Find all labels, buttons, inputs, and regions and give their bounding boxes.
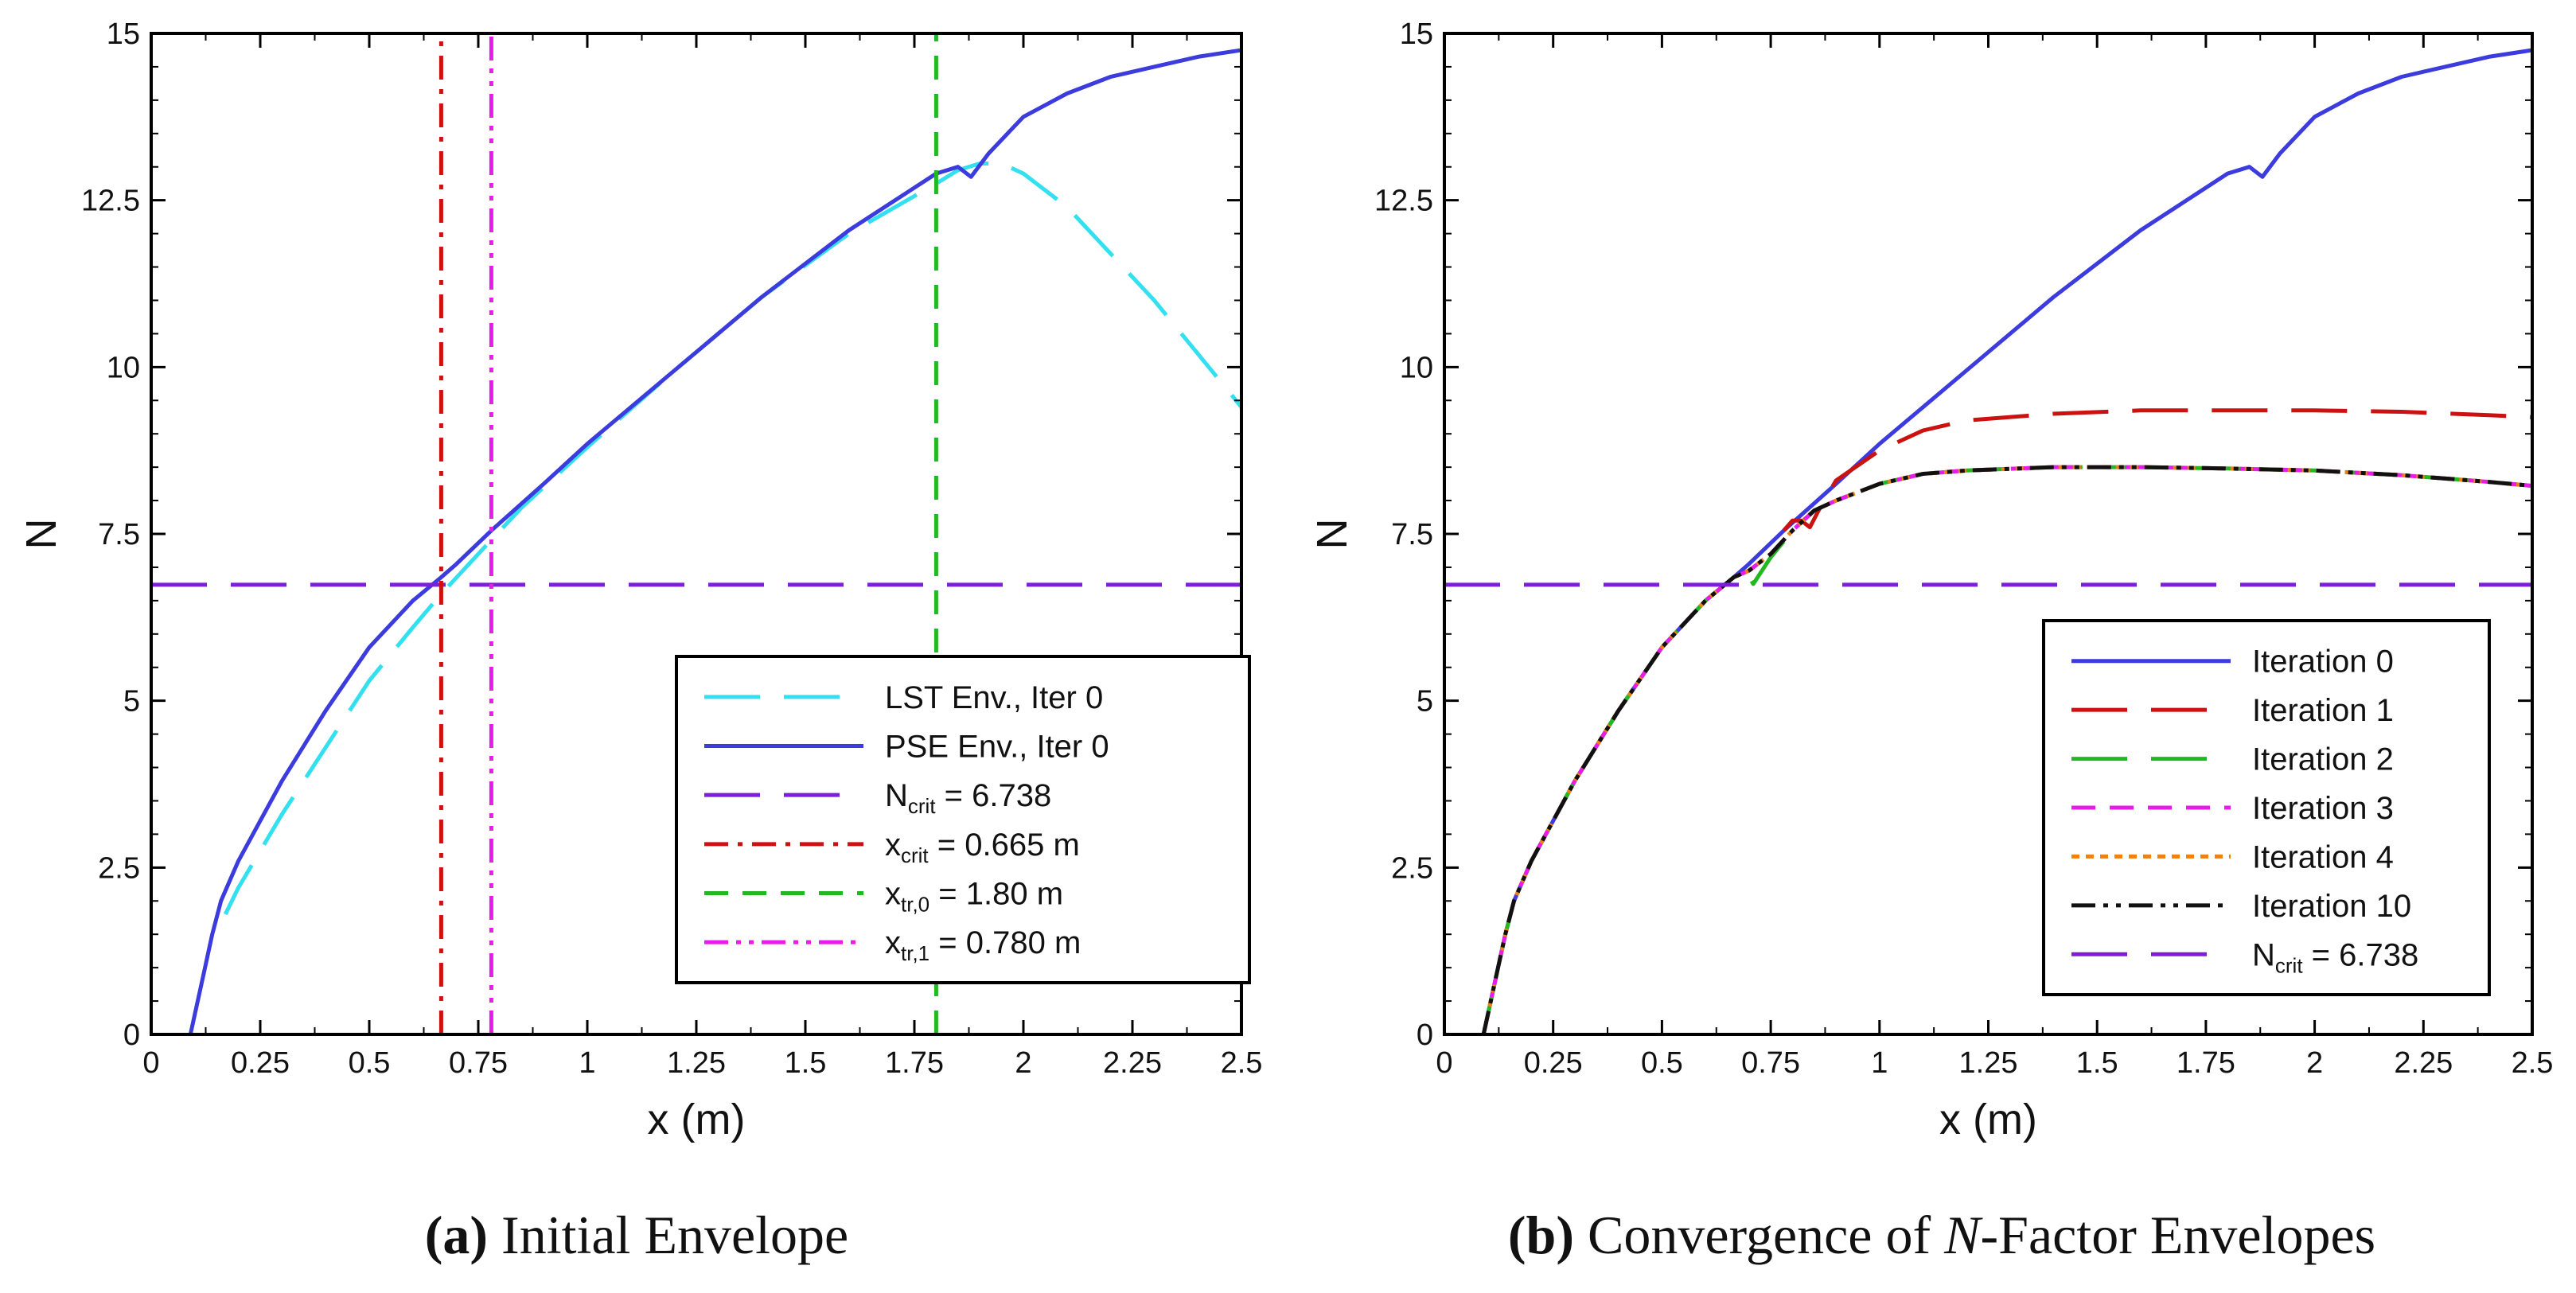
legend-label-6: Iteration 10: [2252, 889, 2411, 924]
series-line-2: [1782, 408, 2532, 532]
legend-label-main: LST Env., Iter 0: [885, 680, 1103, 715]
legend-box: [675, 655, 1251, 984]
y-tick-label: 15: [1400, 18, 1433, 51]
x-tick-label: 1.75: [2177, 1046, 2235, 1080]
y-tick-label: 7.5: [98, 518, 140, 551]
legend-label-main: x: [885, 828, 901, 863]
series-line-6: [1481, 465, 2532, 1034]
panel-b-chart: 0 0.25 0.5 0.75 1 1.25 1.5 1.75 2 2.25 2.5 0 2.5 5 7.5…: [1308, 18, 2553, 1143]
y-tick-label: 2.5: [1391, 851, 1433, 885]
series-line-3: [1481, 465, 2532, 1034]
legend-label-sub: tr,1: [901, 941, 929, 965]
legend-label-main: Iteration 3: [2252, 791, 2394, 826]
y-tick-label: 0: [1417, 1018, 1433, 1052]
legend-label-tail: = 1.80 m: [929, 877, 1063, 912]
caption-b-text-before: Convergence of: [1574, 1205, 1944, 1265]
x-tick-label: 0.25: [231, 1046, 290, 1080]
y-tick-label: 12.5: [1374, 185, 1433, 218]
caption-b: (b) Convergence of N-Factor Envelopes: [1508, 1205, 2375, 1265]
legend: Iteration 0 Iteration 1 Iteration 2 Iterati…: [2042, 619, 2491, 996]
legend-label-6: xtr,1 = 0.780 m: [885, 925, 1081, 965]
x-tick-label: 0.5: [349, 1046, 391, 1080]
legend-label-main: x: [885, 925, 901, 960]
legend-label-3: Iteration 2: [2252, 742, 2394, 777]
x-tick-label: 1.75: [885, 1046, 944, 1080]
x-tick-label: 2: [2306, 1046, 2323, 1080]
legend-label-sub: tr,0: [901, 893, 929, 917]
caption-a-text: Initial Envelope: [488, 1205, 848, 1265]
legend-label-main: Iteration 10: [2252, 889, 2411, 924]
caption-b-letter: (b): [1508, 1205, 1574, 1265]
x-tick-label: 0.75: [1741, 1046, 1800, 1080]
x-tick-label: 1.5: [2076, 1046, 2118, 1080]
legend-label-tail: = 6.738: [2303, 937, 2419, 972]
y-tick-label: 10: [107, 351, 140, 384]
x-tick-label: 1.5: [785, 1046, 827, 1080]
legend: LST Env., Iter 0 PSE Env., Iter 0 Ncrit = …: [675, 655, 1251, 984]
y-tick-label: 5: [123, 685, 140, 719]
legend-label-main: Iteration 0: [2252, 645, 2394, 680]
legend-label-4: Iteration 3: [2252, 791, 2394, 826]
y-axis-title: N: [1308, 519, 1356, 550]
y-tick-label: 12.5: [81, 185, 140, 218]
legend-label-sub: crit: [908, 794, 936, 818]
legend-label-sub: crit: [2275, 953, 2303, 977]
panel-a-chart: 0 0.25 0.5 0.75 1 1.25 1.5 1.75 2 2.25 2.5 0 2.5 5 7.5…: [18, 18, 1262, 1143]
x-tick-label: 0.5: [1641, 1046, 1683, 1080]
x-tick-label: 0: [142, 1046, 159, 1080]
legend-label-sub: crit: [901, 843, 929, 867]
caption-a-letter: (a): [425, 1205, 488, 1265]
x-axis-title: x (m): [648, 1096, 746, 1143]
legend-label-3: Ncrit = 6.738: [885, 778, 1051, 818]
caption-b-text-after: -Factor Envelopes: [1981, 1205, 2376, 1265]
x-tick-label: 2.25: [1103, 1046, 1162, 1080]
legend-label-main: Iteration 2: [2252, 742, 2394, 777]
x-tick-label: 1.25: [667, 1046, 726, 1080]
legend-label-main: Iteration 1: [2252, 693, 2394, 728]
caption-a: (a) Initial Envelope: [425, 1205, 849, 1265]
y-tick-label: 7.5: [1391, 518, 1433, 551]
legend-label-1: Iteration 0: [2252, 645, 2394, 680]
y-axis-title: N: [18, 519, 65, 550]
legend-label-tail: = 0.780 m: [929, 925, 1081, 960]
x-tick-label: 0.25: [1524, 1046, 1583, 1080]
y-tick-label: 0: [123, 1018, 140, 1052]
x-tick-label: 0.75: [449, 1046, 508, 1080]
legend-label-main: x: [885, 877, 901, 912]
y-tick-label: 2.5: [98, 851, 140, 885]
y-tick-label: 10: [1400, 351, 1433, 384]
series-line-4: [1481, 465, 2532, 1034]
legend-label-7: Ncrit = 6.738: [2252, 937, 2418, 977]
legend-label-main: PSE Env., Iter 0: [885, 730, 1109, 765]
legend-label-main: Iteration 4: [2252, 839, 2394, 874]
legend-label-5: xtr,0 = 1.80 m: [885, 877, 1063, 917]
legend-label-tail: = 6.738: [936, 778, 1052, 813]
legend-label-2: Iteration 1: [2252, 693, 2394, 728]
x-axis-title: x (m): [1939, 1096, 2037, 1143]
y-tick-label: 5: [1417, 685, 1433, 719]
x-tick-label: 0: [1436, 1046, 1452, 1080]
x-tick-label: 1: [1871, 1046, 1888, 1080]
legend-label-2: PSE Env., Iter 0: [885, 730, 1109, 765]
legend-label-5: Iteration 4: [2252, 839, 2394, 874]
y-tick-label: 15: [107, 18, 140, 51]
x-tick-label: 2.5: [1221, 1046, 1263, 1080]
legend-label-4: xcrit = 0.665 m: [885, 828, 1080, 867]
legend-label-tail: = 0.665 m: [929, 828, 1080, 863]
legend-label-1: LST Env., Iter 0: [885, 680, 1103, 715]
x-tick-label: 2.25: [2394, 1046, 2453, 1080]
series-line-2: [188, 48, 1241, 1034]
legend-label-main: N: [885, 778, 908, 813]
x-tick-label: 1: [579, 1046, 595, 1080]
x-tick-label: 2.5: [2512, 1046, 2554, 1080]
x-tick-label: 2: [1015, 1046, 1031, 1080]
legend-label-main: N: [2252, 937, 2275, 972]
x-tick-label: 1.25: [1959, 1046, 2018, 1080]
caption-b-italic: N: [1943, 1205, 1983, 1265]
